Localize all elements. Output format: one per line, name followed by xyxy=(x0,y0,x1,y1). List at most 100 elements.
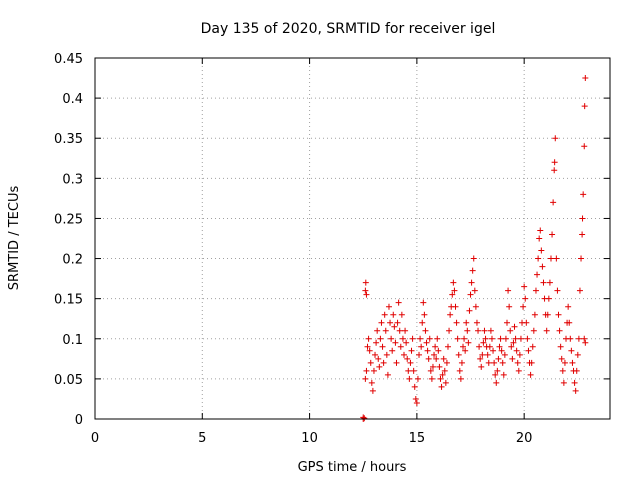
data-point xyxy=(495,355,502,362)
data-point xyxy=(494,367,501,374)
data-point xyxy=(505,287,512,294)
x-tick-label: 5 xyxy=(198,431,206,446)
data-point xyxy=(363,367,370,374)
data-point xyxy=(410,367,417,374)
data-point xyxy=(436,363,443,370)
y-tick-label: 0.15 xyxy=(54,293,83,308)
data-point xyxy=(368,379,375,386)
data-point xyxy=(527,371,534,378)
data-point xyxy=(463,319,470,326)
data-point xyxy=(480,339,487,346)
data-point xyxy=(362,375,369,382)
data-point xyxy=(444,343,451,350)
data-point xyxy=(396,327,403,334)
chart-title: Day 135 of 2020, SRMTID for receiver ige… xyxy=(201,21,496,37)
data-point xyxy=(504,319,510,326)
grid-lines xyxy=(95,58,610,419)
data-point xyxy=(528,359,535,366)
x-tick-label: 10 xyxy=(301,431,318,446)
data-point xyxy=(498,347,505,354)
data-point xyxy=(369,387,376,394)
data-point xyxy=(453,319,460,326)
data-point xyxy=(376,363,383,370)
data-point xyxy=(427,367,434,374)
data-point xyxy=(468,279,475,286)
data-point xyxy=(497,335,504,342)
data-point xyxy=(479,351,486,358)
data-point xyxy=(465,339,472,346)
data-point xyxy=(366,347,373,354)
data-point xyxy=(431,351,438,358)
x-tick-label: 15 xyxy=(409,431,426,446)
data-point xyxy=(472,303,479,310)
plot-frame xyxy=(94,57,611,420)
y-tick-label: 0.05 xyxy=(54,373,83,388)
data-point xyxy=(544,311,551,318)
data-point xyxy=(537,227,544,234)
data-point xyxy=(404,355,411,362)
data-point xyxy=(435,347,442,354)
data-point xyxy=(582,75,589,82)
data-point xyxy=(437,375,444,382)
data-point xyxy=(382,327,389,334)
data-point xyxy=(555,311,562,318)
data-point xyxy=(393,359,400,366)
data-point xyxy=(471,287,478,294)
data-point xyxy=(491,359,498,366)
data-point xyxy=(482,335,489,342)
y-tick-label: 0.35 xyxy=(54,132,83,147)
data-point xyxy=(512,335,519,342)
data-point xyxy=(429,363,436,370)
data-point xyxy=(522,295,529,302)
data-point xyxy=(423,339,430,346)
axis-ticks: 0 0.05 0.1 0.15 0.2 0.25 0.3 0.35 0.4 0.45 0 5 10 15 2… xyxy=(54,52,610,446)
data-point xyxy=(438,383,445,390)
data-point xyxy=(402,327,409,334)
scatter-points xyxy=(360,75,589,422)
data-point xyxy=(539,263,546,270)
data-point xyxy=(397,343,404,350)
data-point xyxy=(370,367,377,374)
data-point xyxy=(571,379,578,386)
data-point xyxy=(517,335,524,342)
data-point xyxy=(530,327,537,334)
data-point xyxy=(394,319,401,326)
data-point xyxy=(565,303,572,310)
data-point xyxy=(401,351,407,358)
data-point xyxy=(455,351,462,358)
data-point xyxy=(380,359,387,366)
data-point xyxy=(529,343,536,350)
data-point xyxy=(456,367,463,374)
data-point xyxy=(377,335,384,342)
data-point xyxy=(424,347,431,354)
data-point xyxy=(547,255,554,262)
data-point xyxy=(447,311,454,318)
data-point xyxy=(383,351,390,358)
data-point xyxy=(379,343,386,350)
data-point xyxy=(575,335,582,342)
data-point xyxy=(478,363,485,370)
data-point xyxy=(553,255,560,262)
data-point xyxy=(554,287,561,294)
data-point xyxy=(543,327,550,334)
data-point xyxy=(390,311,397,318)
x-tick-label: 20 xyxy=(516,431,533,446)
data-point xyxy=(523,319,530,326)
data-point xyxy=(406,375,413,382)
data-point xyxy=(403,339,410,346)
data-point xyxy=(434,335,441,342)
data-point xyxy=(361,415,368,422)
data-point xyxy=(475,327,482,334)
data-point xyxy=(525,347,532,354)
data-point xyxy=(433,355,440,362)
data-point xyxy=(425,355,432,362)
data-point xyxy=(580,191,587,198)
x-axis-label: GPS time / hours xyxy=(298,460,407,475)
y-tick-label: 0.1 xyxy=(62,333,83,348)
data-point xyxy=(488,335,495,342)
data-point xyxy=(561,359,568,366)
data-point xyxy=(450,279,457,286)
data-point xyxy=(551,167,558,174)
data-point xyxy=(439,371,446,378)
